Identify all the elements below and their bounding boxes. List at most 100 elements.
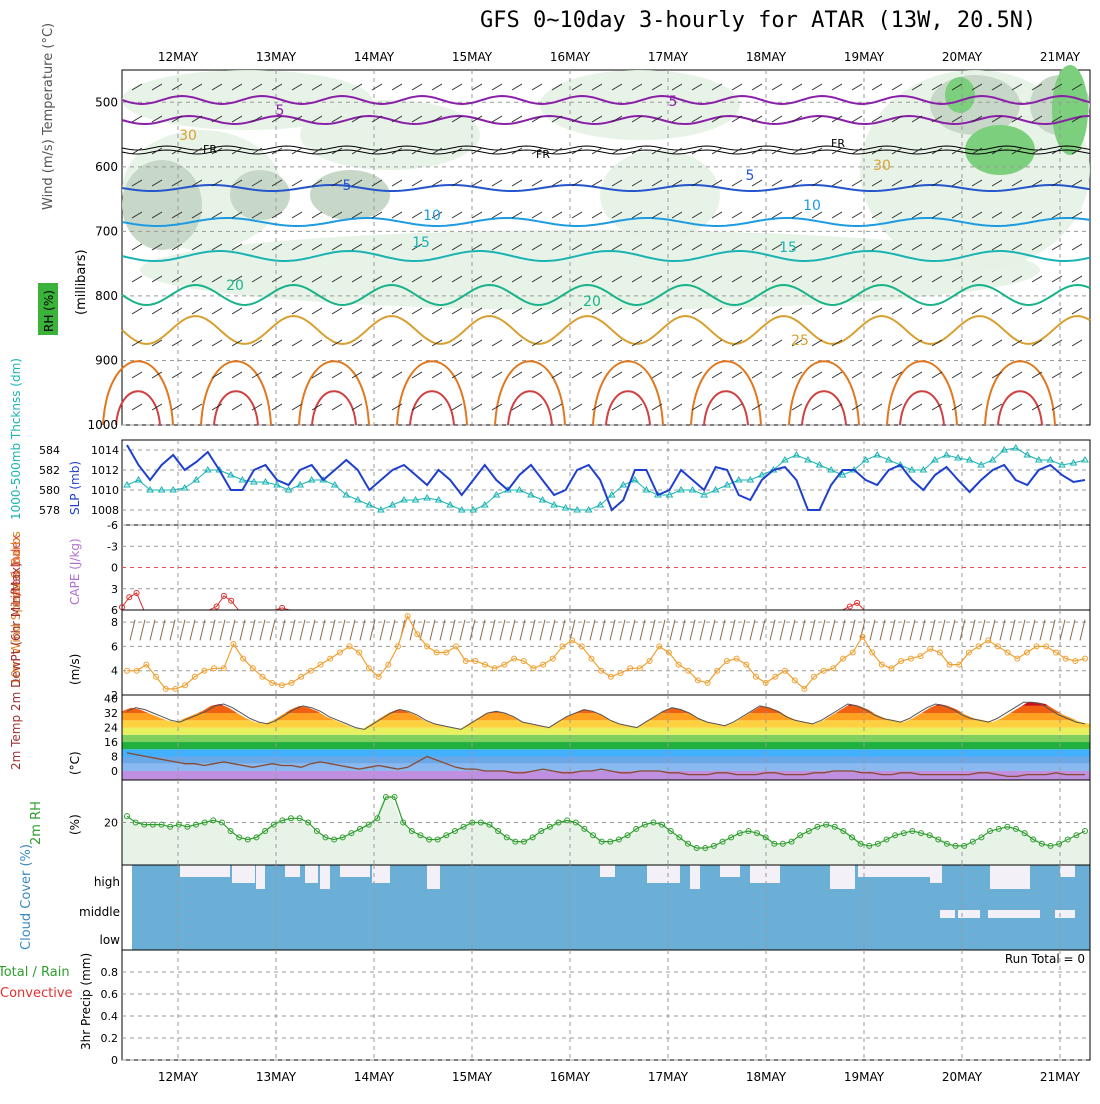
- wind-barb: [211, 371, 223, 379]
- rh-area: [860, 70, 1090, 270]
- wind10-barb: [709, 619, 716, 641]
- wind10-line-point: [404, 613, 411, 620]
- wind-barb: [691, 243, 703, 251]
- wind-barb: [771, 275, 783, 283]
- contour-label: 10: [803, 198, 821, 214]
- cloud-level-label: middle: [79, 905, 120, 919]
- wind-barb: [351, 403, 363, 411]
- contour-label: FR: [831, 137, 845, 150]
- temp-band: [122, 695, 1090, 699]
- rh-line-point: [408, 828, 415, 834]
- wind-barb: [251, 115, 263, 123]
- wind-barb: [451, 371, 463, 379]
- lifted-index-point: [220, 592, 227, 599]
- wind10-line-point: [1023, 649, 1030, 656]
- wind-barb: [531, 307, 543, 315]
- wind-barb: [811, 275, 823, 283]
- wind-barb: [571, 403, 583, 411]
- rh-area: [540, 70, 740, 140]
- thickness-line-point: [619, 481, 628, 488]
- wind-barb: [851, 307, 863, 315]
- wind-barb: [491, 403, 503, 411]
- contour-label: 15: [412, 235, 430, 251]
- wind-barb: [971, 179, 983, 187]
- wind10-barb: [369, 619, 376, 641]
- wind10-line-point: [607, 673, 614, 680]
- thickness-line-point: [388, 501, 397, 508]
- wind-barb: [151, 179, 163, 187]
- wind-barb: [171, 243, 183, 251]
- wind-barb: [531, 403, 543, 411]
- wind10-barb: [579, 619, 586, 641]
- contour-label: 20: [226, 278, 244, 294]
- wind-barb: [251, 307, 263, 315]
- date-label-top: 15MAY: [452, 50, 493, 64]
- wind-barb: [211, 179, 223, 187]
- rh-line-point: [926, 832, 933, 839]
- thickness-line-point: [180, 484, 189, 491]
- wind-barb: [271, 339, 283, 347]
- wind-barb: [971, 115, 983, 123]
- wind-barb: [491, 339, 503, 347]
- wind-barb: [331, 211, 343, 219]
- wind-barb: [971, 403, 983, 411]
- rh-line-point: [167, 823, 174, 830]
- wind-barb: [531, 179, 543, 187]
- wind-barb: [691, 371, 703, 379]
- wind-barb: [351, 115, 363, 123]
- thickness-line-point: [723, 481, 732, 488]
- temp-band: [122, 734, 1090, 743]
- wind-barb: [571, 115, 583, 123]
- temp-band: [122, 705, 1090, 714]
- wind-barb: [411, 403, 423, 411]
- wind10-barb: [719, 619, 726, 641]
- rh-line-point: [909, 828, 916, 834]
- cloud-gap: [372, 865, 390, 883]
- wind-barb: [611, 179, 623, 187]
- wind-barb: [471, 211, 483, 219]
- rh-line-point: [477, 819, 484, 826]
- wind10-line-point: [220, 665, 227, 672]
- wind-barb: [471, 403, 483, 411]
- wind-barb: [811, 211, 823, 219]
- wind-barb: [1071, 243, 1083, 251]
- wind-barb: [931, 115, 943, 123]
- wind10-line-point: [1033, 643, 1040, 650]
- wind-barb: [911, 83, 923, 91]
- thickness-line-point: [457, 506, 466, 513]
- y-axis-label: 2m Temp 2m DewPt (6hr Min/Max): [9, 562, 23, 770]
- temp-band: [122, 749, 1090, 757]
- rh-line-point: [754, 830, 761, 837]
- wind10-barb: [249, 619, 256, 641]
- wind-barb: [891, 243, 903, 251]
- contour-label: 10: [423, 208, 441, 224]
- rh-line-point: [313, 828, 320, 834]
- wind-barb: [371, 403, 383, 411]
- wind-barb: [711, 179, 723, 187]
- wind-barb: [171, 275, 183, 283]
- wind-barb: [791, 243, 803, 251]
- date-label-bottom: 13MAY: [256, 1070, 297, 1084]
- wind-barb: [371, 115, 383, 123]
- wind10-line-point: [365, 665, 372, 672]
- wind10-line-point: [462, 658, 469, 664]
- rh-line-point: [1004, 823, 1011, 830]
- wind-barb: [591, 83, 603, 91]
- wind-barb: [291, 403, 303, 411]
- thickness-line-point: [931, 456, 939, 463]
- wind-barb: [211, 243, 223, 251]
- wind-barb: [571, 211, 583, 219]
- wind-barb: [571, 83, 583, 91]
- wind-barb: [431, 339, 443, 347]
- rh-line-point: [564, 817, 571, 824]
- wind-barb: [251, 275, 263, 283]
- rh-line-point: [538, 828, 545, 834]
- rh-line-point: [1064, 836, 1071, 843]
- rh-line-point: [1030, 836, 1037, 843]
- wind-barb: [651, 307, 663, 315]
- wind-barb: [351, 83, 363, 91]
- wind10-barb: [919, 619, 926, 641]
- wind-barb: [251, 403, 263, 411]
- wind10-barb: [619, 619, 626, 641]
- thickness-line-point: [365, 501, 374, 508]
